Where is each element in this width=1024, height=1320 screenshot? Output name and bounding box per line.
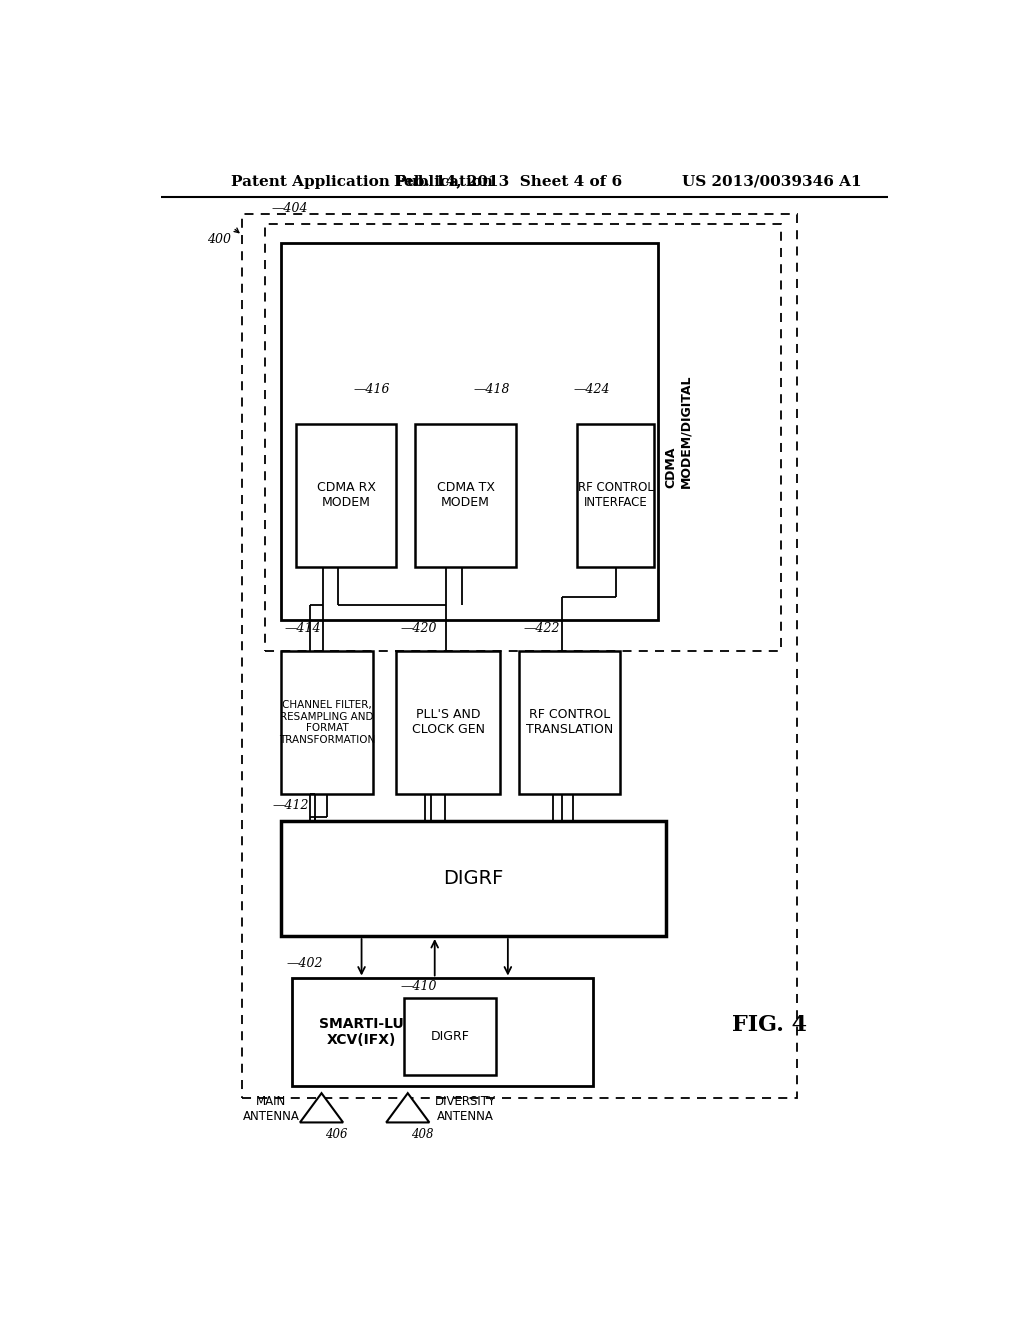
Text: —404: —404 (271, 202, 308, 215)
Text: SMARTI-LU
XCV(IFX): SMARTI-LU XCV(IFX) (319, 1018, 403, 1048)
Text: —424: —424 (573, 383, 610, 396)
Text: 406: 406 (325, 1129, 347, 1142)
Text: PLL'S AND
CLOCK GEN: PLL'S AND CLOCK GEN (412, 709, 484, 737)
Text: 408: 408 (411, 1129, 433, 1142)
Bar (281, 821, 666, 936)
Text: FIG. 4: FIG. 4 (732, 1014, 807, 1036)
Bar (396, 651, 500, 793)
Bar (578, 424, 654, 566)
Bar (265, 224, 781, 651)
Text: Feb. 14, 2013  Sheet 4 of 6: Feb. 14, 2013 Sheet 4 of 6 (394, 174, 622, 189)
Text: RF CONTROL
INTERFACE: RF CONTROL INTERFACE (578, 482, 653, 510)
Polygon shape (300, 1093, 343, 1122)
Text: MAIN
ANTENNA: MAIN ANTENNA (243, 1094, 300, 1122)
Text: CDMA TX
MODEM: CDMA TX MODEM (436, 482, 495, 510)
Text: RF CONTROL
TRANSLATION: RF CONTROL TRANSLATION (526, 709, 613, 737)
Text: DIGRF: DIGRF (443, 869, 504, 888)
Text: —416: —416 (354, 383, 390, 396)
Text: DIGRF: DIGRF (431, 1030, 470, 1043)
Text: —402: —402 (286, 957, 323, 970)
Text: DIVERSITY
ANTENNA: DIVERSITY ANTENNA (435, 1094, 496, 1122)
Bar (403, 998, 497, 1074)
Bar (296, 424, 396, 566)
Text: —418: —418 (473, 383, 510, 396)
Bar (292, 978, 593, 1086)
Text: 400: 400 (207, 232, 230, 246)
Text: US 2013/0039346 A1: US 2013/0039346 A1 (682, 174, 862, 189)
Text: —410: —410 (400, 979, 436, 993)
Bar (416, 424, 515, 566)
Text: —412: —412 (273, 799, 309, 812)
Bar (281, 243, 658, 620)
Text: Patent Application Publication: Patent Application Publication (230, 174, 493, 189)
Bar (281, 651, 373, 793)
Polygon shape (386, 1093, 429, 1122)
Bar (243, 214, 797, 1098)
Text: CHANNEL FILTER,
RESAMPLING AND
FORMAT
TRANSFORMATION: CHANNEL FILTER, RESAMPLING AND FORMAT TR… (279, 700, 375, 744)
Text: —414: —414 (285, 622, 322, 635)
Text: —420: —420 (400, 622, 436, 635)
Text: —422: —422 (523, 622, 560, 635)
Text: CDMA RX
MODEM: CDMA RX MODEM (316, 482, 376, 510)
Bar (519, 651, 620, 793)
Text: CDMA
MODEM/DIGITAL: CDMA MODEM/DIGITAL (665, 375, 692, 488)
